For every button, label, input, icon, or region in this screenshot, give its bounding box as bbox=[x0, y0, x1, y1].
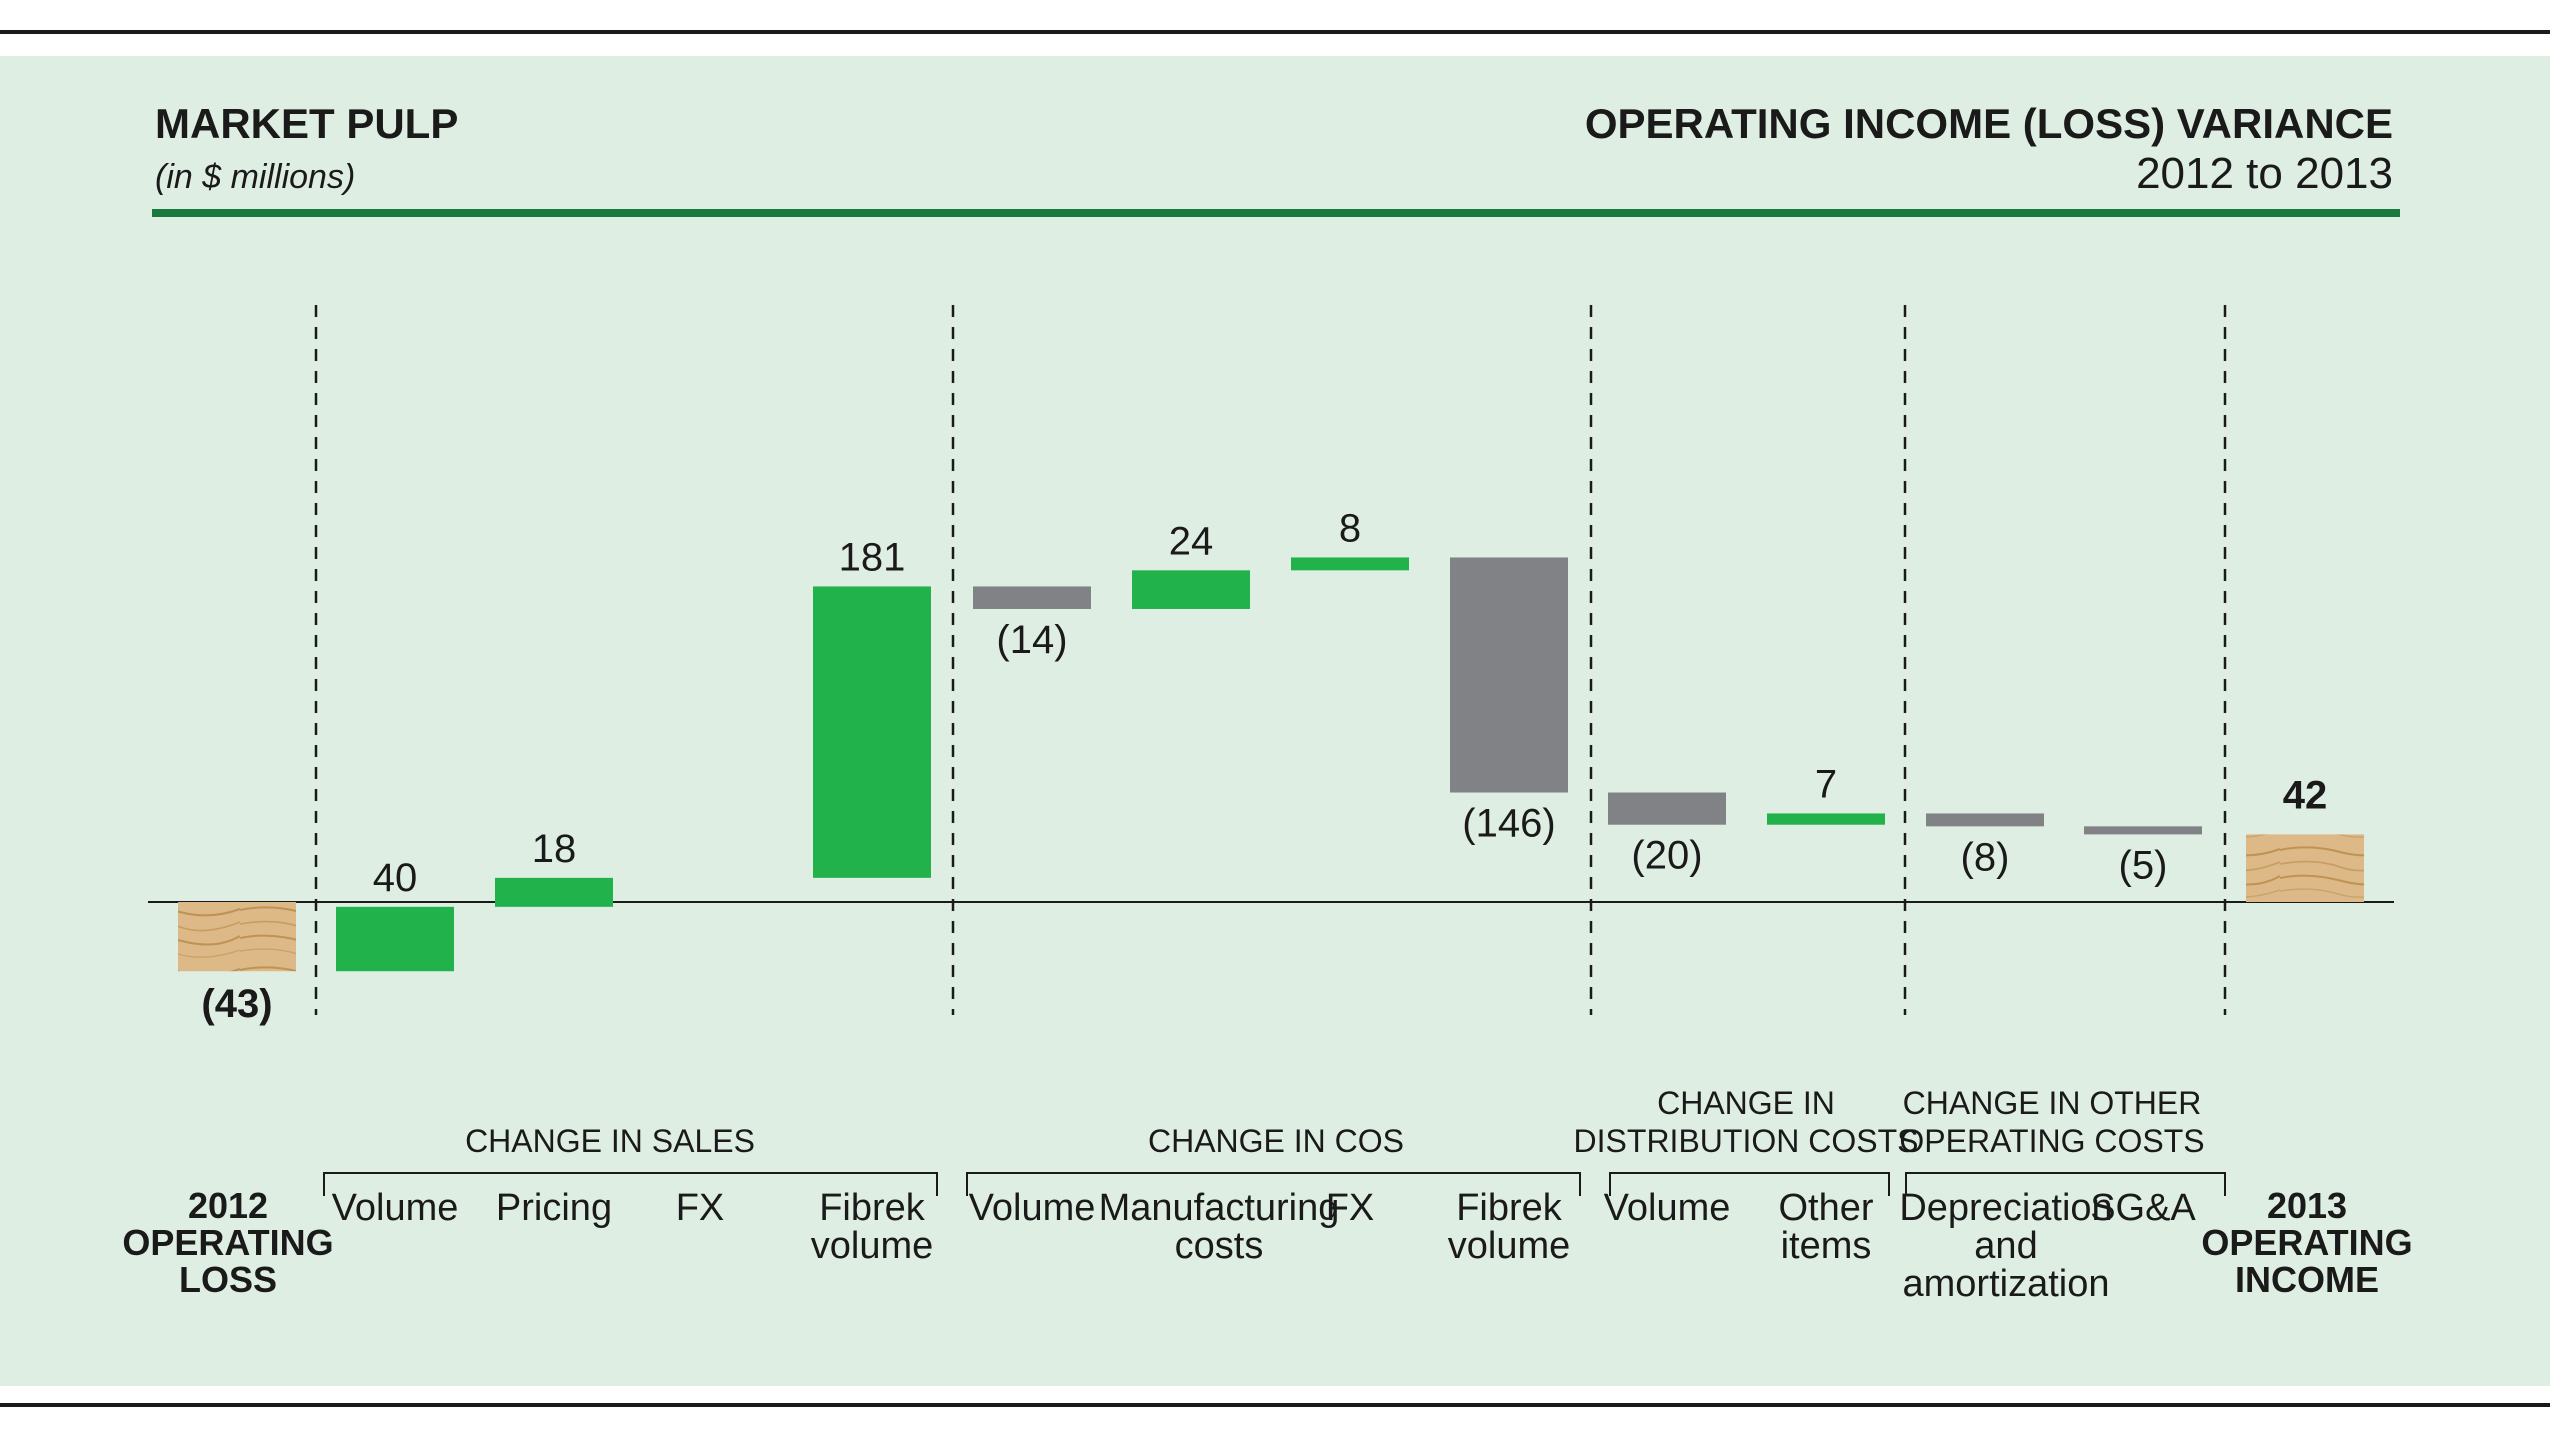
increase-bar bbox=[336, 906, 454, 972]
group-label: CHANGE IN bbox=[1657, 1085, 1835, 1121]
period-label: 2012 to 2013 bbox=[2136, 149, 2393, 198]
category-label: volume bbox=[811, 1225, 934, 1267]
start-category-label: 2012 bbox=[188, 1185, 268, 1226]
chart-panel bbox=[0, 56, 2550, 1386]
category-label: FX bbox=[1326, 1187, 1375, 1229]
group-bracket bbox=[966, 1172, 1581, 1196]
decrease-bar bbox=[1926, 813, 2044, 827]
category-label: amortization bbox=[1903, 1263, 2110, 1305]
group-bracket bbox=[323, 1172, 938, 1196]
bar-value-label: (146) bbox=[1462, 802, 1555, 846]
category-label: Volume bbox=[332, 1187, 459, 1229]
decrease-bar bbox=[1608, 792, 1726, 825]
category-label: Fibrek bbox=[819, 1187, 926, 1229]
bar-value-label: 18 bbox=[532, 827, 577, 871]
bar-value-label: (5) bbox=[2119, 843, 2168, 887]
increase-bar bbox=[1767, 813, 1885, 825]
bar-value-label: 8 bbox=[1339, 506, 1361, 550]
end-category-label: 2013 bbox=[2267, 1185, 2347, 1226]
category-label: Pricing bbox=[496, 1187, 612, 1229]
end-bar bbox=[2246, 834, 2364, 902]
category-label: Depreciation bbox=[1899, 1187, 2112, 1229]
decrease-bar bbox=[973, 586, 1091, 609]
group-bracket bbox=[1609, 1172, 1890, 1196]
chart-title: MARKET PULP bbox=[155, 100, 458, 147]
start-category-label: LOSS bbox=[179, 1259, 277, 1300]
group-label: CHANGE IN SALES bbox=[465, 1123, 755, 1159]
category-label: Fibrek bbox=[1456, 1187, 1563, 1229]
decrease-bar bbox=[2084, 826, 2202, 835]
category-label: items bbox=[1781, 1225, 1872, 1267]
increase-bar bbox=[813, 586, 931, 878]
header-rule bbox=[152, 209, 2400, 217]
increase-bar bbox=[495, 877, 613, 907]
bar-value-label: 24 bbox=[1169, 519, 1214, 563]
decrease-bar bbox=[1450, 557, 1568, 793]
group-label: OPERATING COSTS bbox=[1899, 1123, 2204, 1159]
start-category-label: OPERATING bbox=[122, 1222, 333, 1263]
bar-value-label: 181 bbox=[839, 535, 906, 579]
bar-value-label: (8) bbox=[1961, 835, 2010, 879]
end-category-label: INCOME bbox=[2235, 1259, 2379, 1300]
bar-layer bbox=[178, 557, 2364, 972]
variance-title: OPERATING INCOME (LOSS) VARIANCE bbox=[1585, 100, 2393, 147]
category-label: costs bbox=[1175, 1225, 1264, 1267]
category-label: volume bbox=[1448, 1225, 1571, 1267]
category-label: FX bbox=[676, 1187, 725, 1229]
end-value-label: 42 bbox=[2283, 773, 2328, 817]
bar-value-label: (20) bbox=[1631, 834, 1702, 878]
end-category-label: OPERATING bbox=[2201, 1222, 2412, 1263]
bar-value-label: 40 bbox=[373, 856, 418, 900]
category-label: SG&A bbox=[2090, 1187, 2196, 1229]
group-separators bbox=[314, 305, 2227, 1015]
group-label: CHANGE IN COS bbox=[1148, 1123, 1404, 1159]
category-label: Manufacturing bbox=[1099, 1187, 1340, 1229]
group-brackets bbox=[323, 1172, 2226, 1196]
group-label: DISTRIBUTION COSTS bbox=[1574, 1123, 1919, 1159]
group-bracket bbox=[1905, 1172, 2226, 1196]
increase-bar bbox=[1132, 570, 1250, 609]
bar-value-label: 7 bbox=[1815, 762, 1837, 806]
group-label: CHANGE IN OTHER bbox=[1903, 1085, 2202, 1121]
bar-value-label: (14) bbox=[996, 618, 1067, 662]
start-value-label: (43) bbox=[201, 982, 272, 1026]
category-label: Other bbox=[1778, 1187, 1873, 1229]
category-label: Volume bbox=[1604, 1187, 1731, 1229]
category-label: and bbox=[1974, 1225, 2037, 1267]
chart-subtitle: (in $ millions) bbox=[155, 158, 355, 196]
increase-bar bbox=[1291, 557, 1409, 571]
start-bar bbox=[178, 902, 296, 972]
category-label: Volume bbox=[969, 1187, 1096, 1229]
